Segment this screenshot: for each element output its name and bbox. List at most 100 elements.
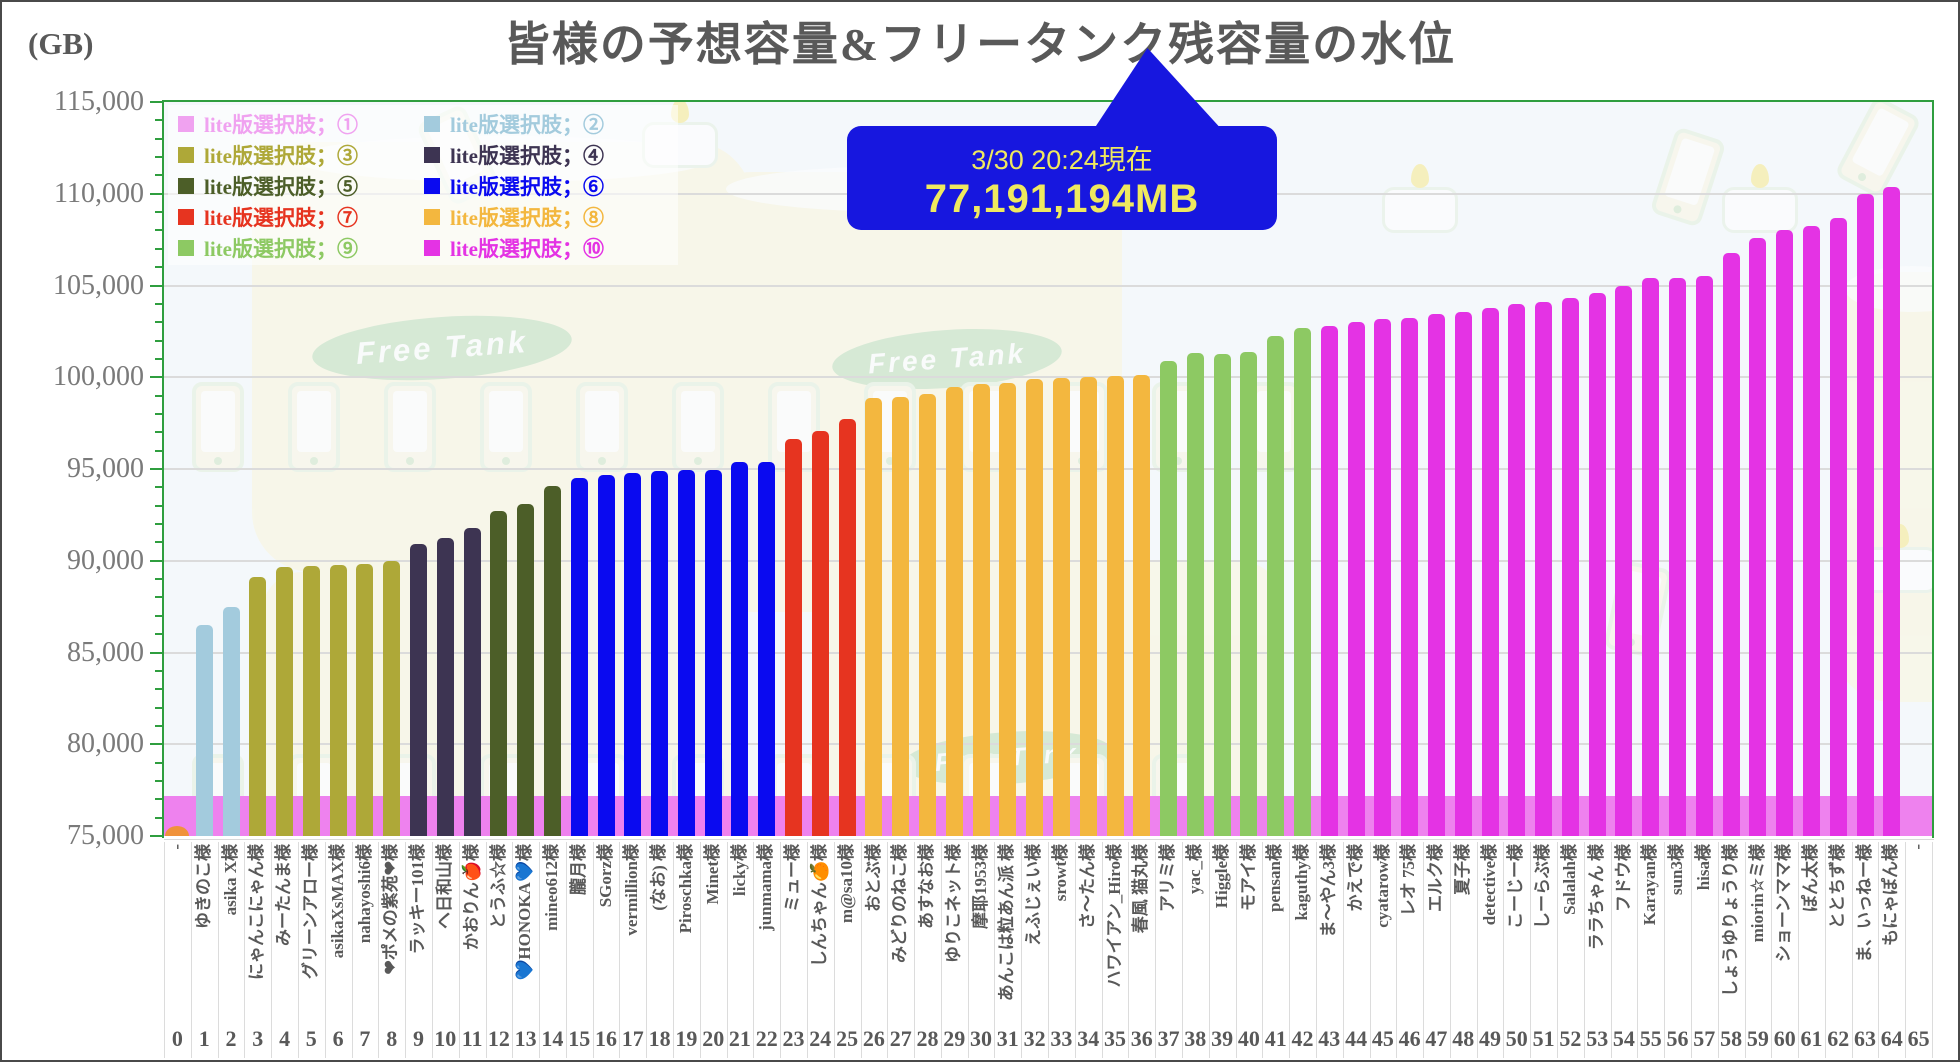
x-category-label-text: ととちず様 [1827,844,1847,929]
gridline [164,743,1932,746]
y-minor-tick [155,357,162,360]
x-category-label: エルク様 [1423,844,1450,1022]
bar [1856,193,1874,836]
x-label-separator [1021,842,1023,1058]
y-minor-tick [155,761,162,764]
y-tick-label: 95,000 [67,453,144,484]
x-category-label: ララちゃん 様 [1584,844,1611,1022]
legend-swatch [424,240,440,256]
x-category-label-text: ハワイアン_Hiro様 [1104,844,1124,988]
x-label-separator [1155,842,1157,1058]
y-major-tick [150,651,162,654]
x-axis-baseline [164,839,1934,840]
x-label-separator [940,842,942,1058]
x-label-separator [271,842,273,1058]
y-minor-tick [155,394,162,397]
x-category-label: ぽん太様 [1798,844,1825,1022]
bar [1535,302,1553,836]
x-label-separator [1771,842,1773,1058]
x-label-separator [458,842,460,1058]
y-tick-label: 80,000 [67,728,144,760]
x-category-label-text: ゆきのこ様 [193,844,213,929]
x-category-label: licky様 [727,844,754,1022]
bar [195,625,213,836]
x-index-label: 59 [1746,1026,1769,1051]
x-index-label: 21 [728,1026,751,1051]
y-minor-tick [155,211,162,214]
legend-label: lite版選択肢；⑤ [204,175,358,199]
x-category-label: ❤ポメの紫苑❤様 [378,844,405,1022]
y-minor-tick [155,156,162,159]
bar [838,418,856,836]
x-category-label-text: とうふ☆様 [488,844,508,929]
legend-entry: lite版選択肢；④ [424,142,604,168]
bar [865,398,883,836]
x-index-label: 55 [1639,1026,1662,1051]
x-category-label-text: えふじぇい様 [1024,844,1044,946]
x-category-label-text: エルク様 [1426,844,1445,912]
bar [249,577,267,836]
x-category-label-text: グリーンアロー様 [300,844,320,980]
x-index-label: 30 [969,1026,992,1051]
x-label-separator [378,842,380,1058]
x-label-separator [1583,842,1585,1058]
x-label-separator [539,842,540,1058]
y-minor-tick [155,779,162,782]
x-category-label: あすなお様 [914,844,941,1022]
x-index-label: 63 [1853,1026,1876,1051]
bar [1776,229,1794,836]
x-index-label: 1 [198,1026,210,1051]
x-category-label: おとぶ様 [861,844,888,1022]
x-category-label: ミュー様 [780,844,807,1022]
y-minor-tick [155,321,162,324]
x-category-label: srowt様 [1048,844,1075,1022]
x-category-label: Karayan様 [1637,844,1664,1022]
bar [731,461,749,836]
x-index-label: 62 [1827,1026,1850,1051]
x-index-label: 13 [514,1026,537,1051]
x-category-label: かおりん🍎様 [459,844,486,1022]
x-category-label: pensan様 [1262,844,1289,1022]
x-category-label: しんちゃん🍊様 [807,844,834,1022]
x-category-label-text: junmama様 [756,844,776,931]
legend-label: lite版選択肢；② [450,113,604,137]
bar [597,474,615,836]
x-category-label: yac_様 [1182,844,1209,1022]
x-category-label-text: ラッキー101様 [408,844,428,955]
x-label-separator [1476,842,1478,1058]
bar [624,472,642,836]
legend-label: lite版選択肢；⑧ [450,206,604,230]
bar [1026,379,1044,836]
legend-swatch [178,116,194,132]
bar [945,387,963,836]
x-category-label-text: sun3様 [1667,844,1687,896]
bar [758,461,776,836]
x-category-label: hisa様 [1691,844,1718,1022]
watermark-phone-dot [502,457,510,465]
x-category-label: - [164,844,191,1022]
x-category-label: - [1905,844,1932,1022]
watermark-phone-screen [681,391,715,452]
x-category-label: ハワイアン_Hiro様 [1102,844,1129,1022]
bar [677,469,695,836]
x-category-label-text: 春風 猫丸様 [1131,844,1151,934]
x-label-separator [887,842,889,1058]
x-index-label: 20 [702,1026,725,1051]
x-label-separator [1530,842,1532,1058]
y-axis-unit-label: (GB) [28,26,94,61]
x-category-label: kaguthy様 [1289,844,1316,1022]
x-label-separator [1048,842,1049,1058]
x-label-separator [1717,842,1719,1058]
x-label-separator [1396,842,1398,1058]
x-label-separator [485,842,487,1058]
y-major-tick [150,376,162,379]
y-minor-tick [155,229,162,232]
x-index-label: 54 [1612,1026,1635,1051]
x-label-separator [753,842,755,1058]
x-index-label: 40 [1237,1026,1260,1051]
x-category-label: こーじー様 [1503,844,1530,1022]
plot-top-border [162,100,1934,102]
x-index-label: 60 [1773,1026,1796,1051]
x-label-separator [297,842,299,1058]
gridline [164,284,1932,287]
